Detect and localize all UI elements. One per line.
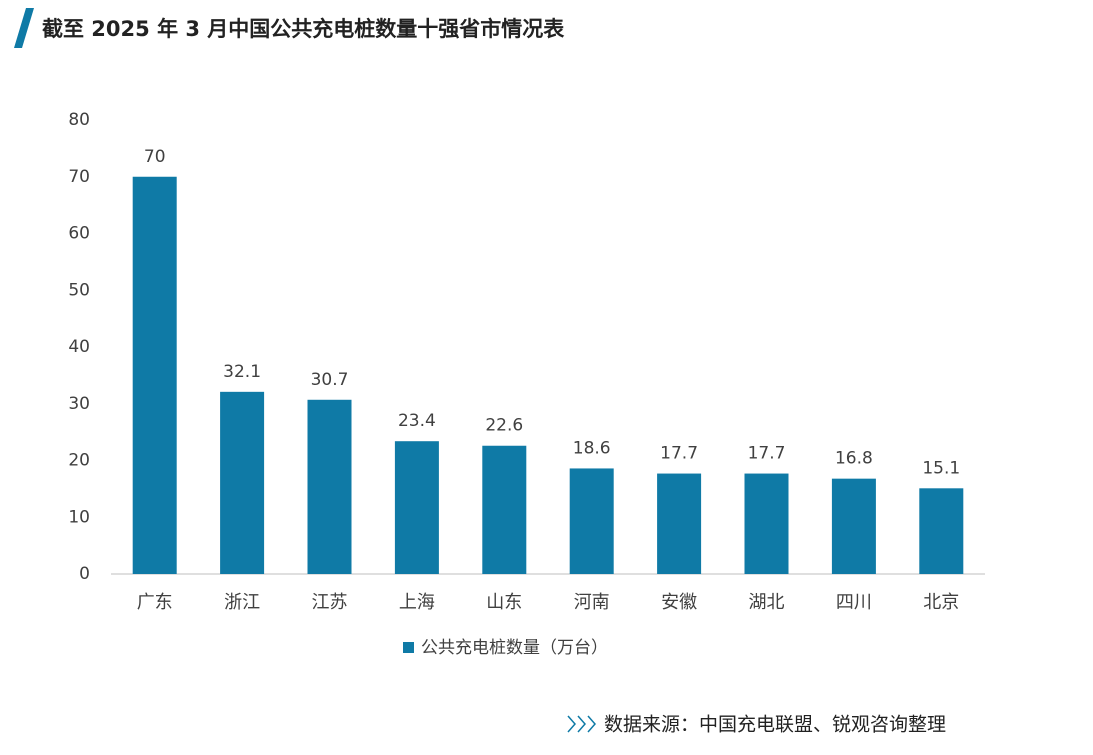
data-label: 15.1 [922, 458, 960, 478]
y-tick-label: 20 [68, 451, 90, 471]
data-label: 30.7 [311, 370, 349, 390]
data-label: 16.8 [835, 449, 873, 469]
bar [220, 391, 265, 574]
x-tick-label: 山东 [486, 592, 522, 613]
source-arrows [567, 715, 596, 733]
bar [744, 473, 789, 574]
bar [482, 445, 527, 574]
bar [307, 399, 352, 574]
bar [569, 468, 614, 574]
data-label: 23.4 [398, 411, 436, 431]
x-tick-label: 北京 [923, 592, 959, 613]
legend-swatch [403, 642, 414, 653]
y-tick-label: 30 [68, 394, 90, 414]
data-label: 32.1 [223, 362, 261, 382]
x-tick-label: 上海 [399, 592, 435, 613]
source-note: 数据来源：中国充电联盟、锐观咨询整理 [604, 714, 946, 736]
y-tick-label: 10 [68, 507, 90, 527]
y-tick-label: 70 [68, 167, 90, 187]
title-decoration [14, 8, 34, 48]
y-tick-label: 60 [68, 224, 90, 244]
x-tick-label: 河南 [574, 592, 610, 613]
x-tick-label: 广东 [137, 592, 173, 613]
x-tick-label: 四川 [836, 592, 872, 613]
data-label: 70 [144, 147, 166, 167]
data-label: 22.6 [485, 416, 523, 436]
bar [657, 473, 702, 574]
x-tick-label: 湖北 [749, 592, 785, 613]
y-tick-label: 0 [79, 564, 90, 584]
x-tick-label: 浙江 [224, 592, 260, 613]
y-tick-label: 50 [68, 280, 90, 300]
bar [132, 176, 177, 574]
data-label: 18.6 [573, 438, 611, 458]
x-tick-label: 江苏 [312, 592, 348, 613]
data-label: 17.7 [748, 444, 786, 464]
y-tick-label: 80 [68, 110, 90, 130]
chart-title: 截至 2025 年 3 月中国公共充电桩数量十强省市情况表 [42, 17, 565, 41]
data-label: 17.7 [660, 444, 698, 464]
bar [394, 441, 439, 574]
bar [831, 478, 876, 574]
y-tick-label: 40 [68, 337, 90, 357]
bar [919, 488, 964, 574]
legend-label: 公共充电桩数量（万台） [421, 638, 608, 658]
x-tick-label: 安徽 [661, 592, 697, 613]
